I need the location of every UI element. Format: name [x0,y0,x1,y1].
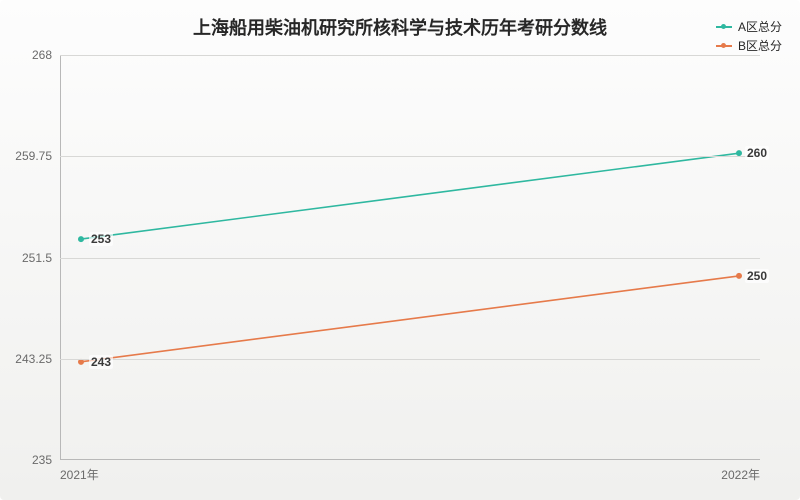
gridline [60,258,760,259]
legend-item-b: B区总分 [716,37,782,54]
data-label: 250 [745,269,769,283]
legend-swatch-b [716,45,732,47]
y-tick-label: 251.5 [22,251,52,265]
data-label: 243 [89,355,113,369]
gridline [60,156,760,157]
chart-container: 上海船用柴油机研究所核科学与技术历年考研分数线 A区总分 B区总分 235243… [0,0,800,500]
chart-title: 上海船用柴油机研究所核科学与技术历年考研分数线 [0,14,800,40]
series-line [81,153,739,239]
data-label: 260 [745,146,769,160]
plot-area: 235243.25251.5259.752682021年2022年2532602… [60,55,760,460]
x-tick-label: 2021年 [60,466,99,483]
gridline [60,359,760,360]
y-tick-label: 268 [32,48,52,62]
gridline [60,55,760,56]
series-line [81,276,739,362]
series-marker [78,236,84,242]
data-label: 253 [89,232,113,246]
series-marker [736,273,742,279]
x-tick-label: 2022年 [721,466,760,483]
legend-label-a: A区总分 [738,18,782,35]
legend: A区总分 B区总分 [716,18,782,56]
y-tick-label: 243.25 [15,352,52,366]
legend-label-b: B区总分 [738,37,782,54]
legend-swatch-a [716,26,732,28]
y-tick-label: 259.75 [15,149,52,163]
y-tick-label: 235 [32,453,52,467]
legend-item-a: A区总分 [716,18,782,35]
